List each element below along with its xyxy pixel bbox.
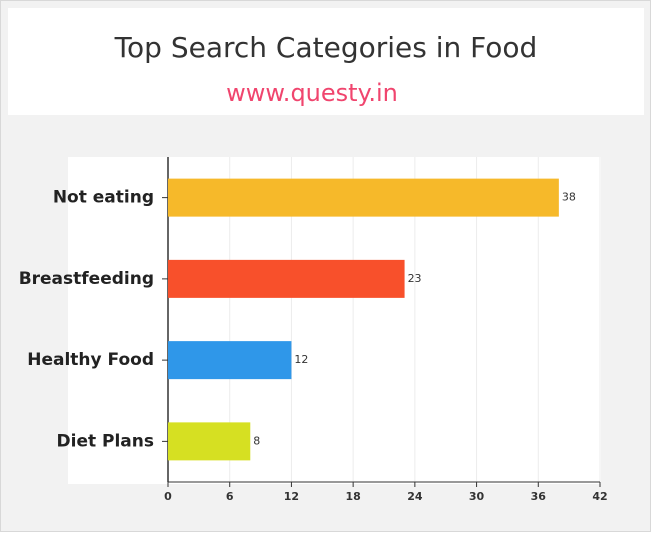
x-tick-label: 30: [469, 490, 485, 503]
x-tick-label: 18: [345, 490, 360, 503]
header: [8, 8, 644, 115]
x-tick-label: 36: [531, 490, 547, 503]
bar: [168, 422, 251, 461]
value-label: 38: [562, 191, 576, 204]
chart-subtitle: www.questy.in: [226, 79, 398, 107]
x-tick-label: 0: [164, 490, 172, 503]
chart-title: Top Search Categories in Food: [114, 31, 538, 64]
x-tick-label: 24: [407, 490, 423, 503]
bar: [168, 341, 292, 380]
y-tick-label: Not eating: [53, 188, 154, 208]
y-tick-label: Breastfeeding: [19, 269, 154, 289]
value-label: 12: [294, 353, 308, 366]
bar: [168, 259, 405, 298]
y-tick-label: Healthy Food: [27, 350, 154, 370]
value-label: 23: [408, 272, 422, 285]
bar: [168, 178, 559, 217]
y-tick-label: Diet Plans: [57, 431, 155, 451]
value-label: 8: [253, 434, 260, 447]
x-tick-label: 12: [284, 490, 299, 503]
x-tick-label: 6: [226, 490, 234, 503]
x-tick-label: 42: [592, 490, 607, 503]
